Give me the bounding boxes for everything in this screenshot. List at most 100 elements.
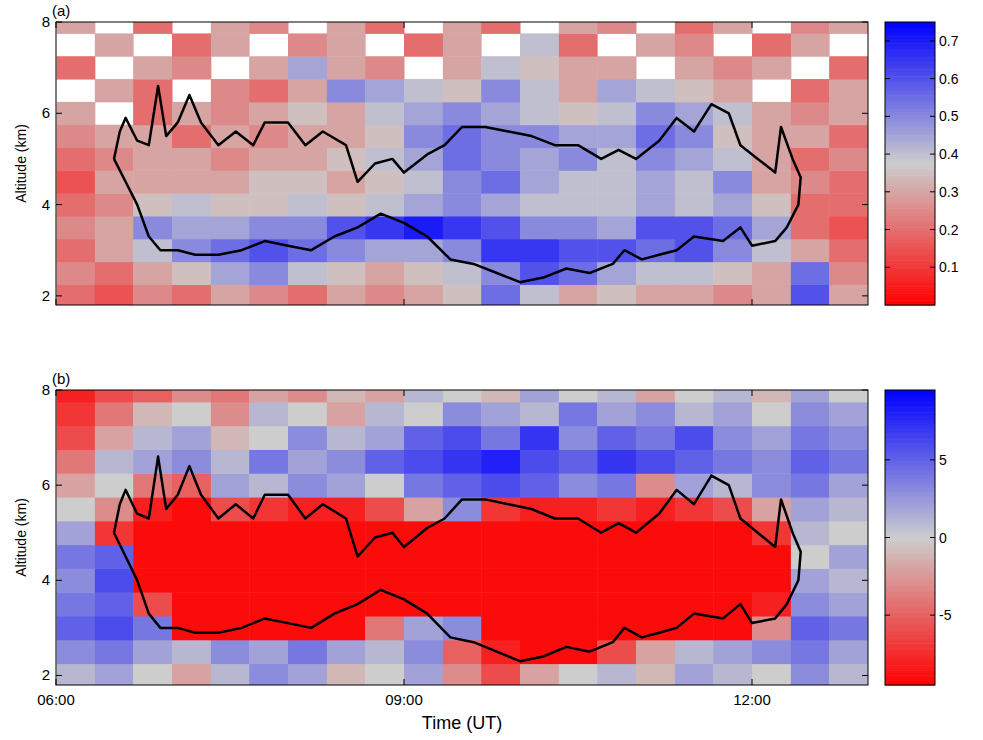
- cell: [404, 640, 443, 664]
- cell: [752, 545, 791, 569]
- cell: [597, 449, 636, 473]
- cell: [481, 521, 520, 545]
- x-tick: [56, 299, 57, 305]
- cell: [95, 568, 134, 592]
- cell: [327, 170, 366, 193]
- cell: [520, 170, 559, 193]
- colorbar-tick: [930, 191, 935, 192]
- cell: [597, 262, 636, 285]
- cell: [520, 402, 559, 426]
- cell: [520, 568, 559, 592]
- cell: [57, 640, 96, 664]
- cell: [327, 193, 366, 216]
- y-tick: [56, 675, 62, 676]
- cell: [172, 640, 211, 664]
- cell: [365, 640, 404, 664]
- y-tick-label: 8: [42, 13, 50, 30]
- cell: [133, 22, 172, 34]
- cell: [404, 33, 443, 56]
- cell: [95, 545, 134, 569]
- cell: [133, 592, 172, 616]
- cell: [443, 402, 482, 426]
- y-tick: [862, 204, 868, 205]
- cell: [559, 568, 598, 592]
- cell: [520, 616, 559, 640]
- colorbar-tick-label: 0.6: [939, 71, 959, 87]
- cell: [713, 402, 752, 426]
- cell: [559, 193, 598, 216]
- cell: [133, 449, 172, 473]
- cell: [636, 390, 675, 402]
- colorbar-tick-label: 5: [939, 452, 947, 468]
- cell: [288, 56, 327, 79]
- cell: [713, 640, 752, 664]
- cell: [752, 33, 791, 56]
- cell: [57, 125, 96, 148]
- colorbar-tick: [885, 154, 890, 155]
- panel: 2468Altitude (km)(a)0.10.20.30.40.50.60.…: [13, 2, 959, 308]
- cell: [559, 216, 598, 239]
- cell: [95, 426, 134, 450]
- cell: [752, 664, 791, 685]
- cell: [133, 284, 172, 305]
- cell: [636, 193, 675, 216]
- cell: [752, 56, 791, 79]
- cell: [249, 390, 288, 402]
- cell: [95, 402, 134, 426]
- y-tick-label: 4: [42, 196, 50, 213]
- cell: [713, 545, 752, 569]
- cell: [365, 262, 404, 285]
- cell: [95, 33, 134, 56]
- cell: [133, 170, 172, 193]
- cell: [404, 390, 443, 402]
- cell: [636, 284, 675, 305]
- cell: [443, 284, 482, 305]
- x-tick: [404, 299, 405, 305]
- cell: [675, 284, 714, 305]
- cell: [559, 664, 598, 685]
- cell: [636, 664, 675, 685]
- cell: [597, 390, 636, 402]
- cell: [95, 640, 134, 664]
- cell: [172, 426, 211, 450]
- cell: [791, 170, 830, 193]
- cell: [57, 449, 96, 473]
- cell: [520, 56, 559, 79]
- colorbar-tick: [930, 40, 935, 41]
- cell: [365, 568, 404, 592]
- cell: [404, 193, 443, 216]
- cell: [57, 545, 96, 569]
- cell: [249, 79, 288, 102]
- y-tick: [862, 390, 868, 391]
- y-tick: [56, 580, 62, 581]
- cell: [597, 426, 636, 450]
- cell: [675, 390, 714, 402]
- cell: [481, 79, 520, 102]
- cell: [249, 216, 288, 239]
- y-tick: [56, 113, 62, 114]
- cell: [57, 148, 96, 171]
- cell: [288, 262, 327, 285]
- cell: [365, 426, 404, 450]
- cell: [675, 125, 714, 148]
- cell: [829, 125, 868, 148]
- cell: [95, 497, 134, 521]
- y-tick: [56, 295, 62, 296]
- cell: [791, 193, 830, 216]
- cell: [791, 497, 830, 521]
- y-tick: [862, 113, 868, 114]
- cell: [172, 592, 211, 616]
- cell: [791, 102, 830, 125]
- cell: [791, 262, 830, 285]
- cell: [481, 449, 520, 473]
- cell: [404, 545, 443, 569]
- cell: [713, 239, 752, 262]
- panel-label: (a): [52, 2, 70, 19]
- cell: [133, 390, 172, 402]
- cell: [404, 79, 443, 102]
- cell: [327, 239, 366, 262]
- cell: [172, 170, 211, 193]
- cell: [133, 664, 172, 685]
- cell: [288, 102, 327, 125]
- cell: [249, 521, 288, 545]
